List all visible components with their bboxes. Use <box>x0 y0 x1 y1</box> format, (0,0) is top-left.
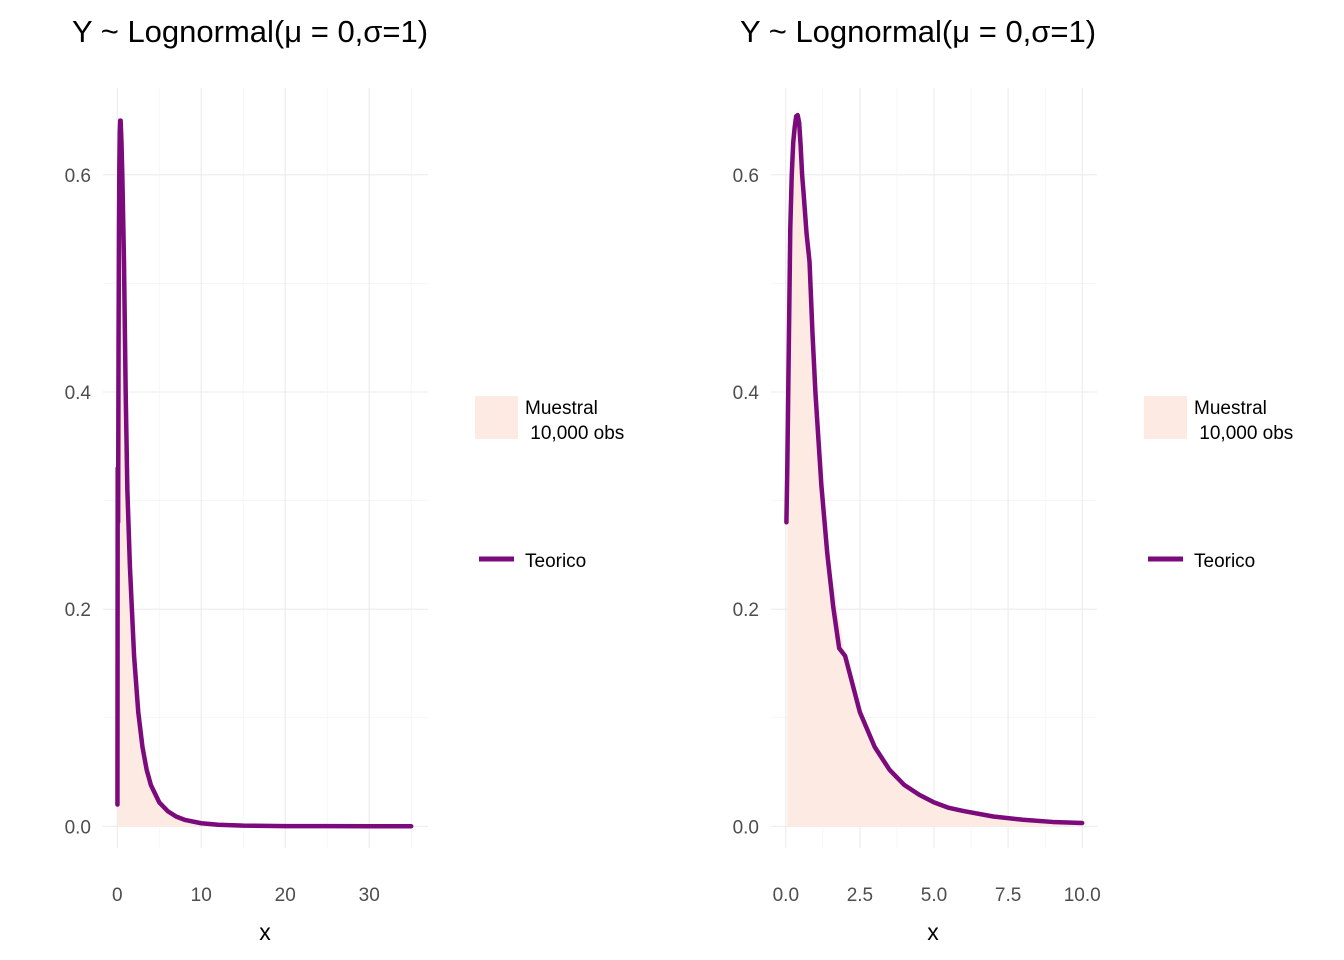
curve-line <box>784 112 1085 826</box>
x-tick-labels: 0.0 2.5 5.0 7.5 10.0 <box>773 885 1101 906</box>
x-tick-label: 0.0 <box>773 885 799 906</box>
x-tick-label: 0 <box>112 885 123 906</box>
y-tick-label: 0.4 <box>733 383 760 404</box>
gridlines <box>103 88 428 848</box>
legend: Muestral 10,000 obs Teorico <box>1144 396 1293 572</box>
histogram-area <box>117 120 412 827</box>
y-tick-label: 0.6 <box>65 166 91 187</box>
x-tick-label: 10 <box>191 885 212 906</box>
left-panel: Y ~ Lognormal(μ = 0,σ=1) 0 10 20 30 0.00.20… <box>65 14 625 945</box>
theoretical-curve <box>784 112 1085 826</box>
y-tick-label: 0.4 <box>65 383 92 404</box>
right-panel: Y ~ Lognormal(μ = 0,σ=1) 0.0 2.5 5.0 7.5 10.… <box>733 14 1294 945</box>
legend-sample-label-line1: Muestral <box>1194 398 1267 419</box>
x-tick-label: 30 <box>359 885 380 906</box>
curve-line <box>115 118 414 829</box>
y-tick-labels: 0.0 0.2 0.4 0.6 <box>65 166 92 838</box>
x-tick-label: 20 <box>275 885 296 906</box>
x-axis-label: x <box>259 919 271 945</box>
legend-theory-label: Teorico <box>525 551 586 572</box>
chart-title: Y ~ Lognormal(μ = 0,σ=1) <box>740 14 1096 49</box>
legend-sample-label-line2: 10,000 obs <box>525 423 624 444</box>
legend-sample-label-line2: 10,000 obs <box>1194 423 1293 444</box>
legend-sample-label-line1: Muestral <box>525 398 598 419</box>
y-tick-label: 0.2 <box>733 600 759 621</box>
legend-sample-key <box>1144 396 1187 439</box>
x-tick-label: 5.0 <box>921 885 947 906</box>
x-axis-label: x <box>927 919 939 945</box>
legend-sample-key <box>475 396 518 439</box>
x-tick-label: 10.0 <box>1064 885 1101 906</box>
legend-theory-label: Teorico <box>1194 551 1255 572</box>
theoretical-curve <box>115 118 414 829</box>
histogram-area <box>787 109 1083 827</box>
x-tick-label: 7.5 <box>995 885 1021 906</box>
histogram <box>117 120 412 827</box>
chart-title: Y ~ Lognormal(μ = 0,σ=1) <box>72 14 428 49</box>
y-tick-label: 0.0 <box>65 817 91 838</box>
y-tick-labels: 0.0 0.2 0.4 0.6 <box>733 166 760 838</box>
legend: Muestral 10,000 obs Teorico <box>475 396 624 572</box>
y-tick-label: 0.6 <box>733 166 759 187</box>
y-tick-label: 0.2 <box>65 600 91 621</box>
x-tick-label: 2.5 <box>847 885 873 906</box>
x-tick-labels: 0 10 20 30 <box>112 885 380 906</box>
histogram <box>787 109 1083 827</box>
y-tick-label: 0.0 <box>733 817 759 838</box>
